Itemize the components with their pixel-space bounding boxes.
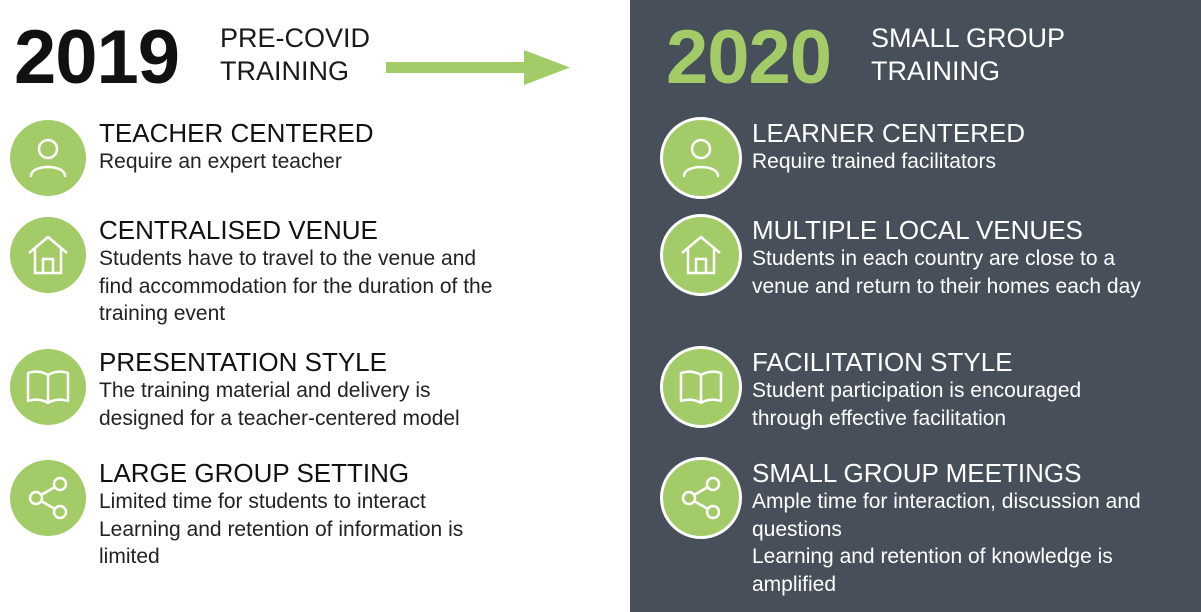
book-icon — [10, 349, 86, 425]
item-description: Students have to travel to the venue and… — [99, 247, 493, 325]
item-description: Require trained facilitators — [752, 150, 996, 173]
item-title: CENTRALISED VENUE — [99, 215, 378, 245]
share-icon — [660, 457, 742, 539]
house-icon — [10, 217, 86, 293]
share-icon — [10, 460, 86, 536]
item-description: Limited time for students to interact Le… — [99, 490, 464, 568]
year-2020-heading: 2020 — [666, 15, 832, 100]
item-title: PRESENTATION STYLE — [99, 347, 387, 377]
left-panel-2019 — [0, 0, 630, 612]
year-2019-heading: 2019 — [14, 15, 180, 100]
item-description: Ample time for interaction, discussion a… — [752, 490, 1141, 596]
pre-covid-subtitle: PRE-COVID TRAINING — [220, 23, 371, 86]
person-icon — [10, 120, 86, 196]
item-title: TEACHER CENTERED — [99, 118, 374, 148]
item-description: Student participation is encouraged thro… — [752, 379, 1082, 430]
small-group-subtitle: SMALL GROUP TRAINING — [871, 23, 1066, 86]
item-title: MULTIPLE LOCAL VENUES — [752, 215, 1083, 245]
person-icon — [660, 117, 742, 199]
item-title: SMALL GROUP MEETINGS — [752, 458, 1082, 488]
arrow-right-icon — [386, 50, 570, 85]
house-icon — [660, 214, 742, 296]
item-description: Students in each country are close to a … — [752, 247, 1141, 298]
item-description: The training material and delivery is de… — [99, 379, 460, 430]
item-title: LEARNER CENTERED — [752, 118, 1026, 148]
item-title: FACILITATION STYLE — [752, 347, 1013, 377]
book-icon — [660, 346, 742, 428]
item-title: LARGE GROUP SETTING — [99, 458, 410, 488]
item-description: Require an expert teacher — [99, 150, 342, 173]
